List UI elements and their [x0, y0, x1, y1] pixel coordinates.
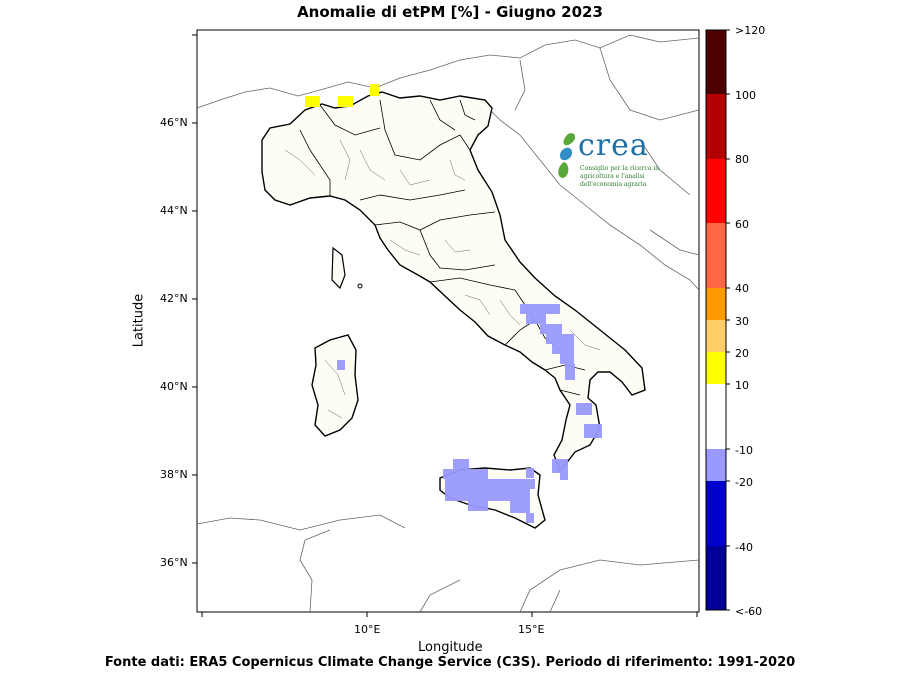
x-tick-label: 10°E	[354, 623, 381, 636]
source-footer: Fonte dati: ERA5 Copernicus Climate Chan…	[104, 655, 796, 670]
colorbar	[705, 29, 730, 611]
colorbar-segment	[706, 30, 726, 94]
y-tick-label: 42°N	[160, 292, 188, 305]
crea-subtitle: Consiglio per la ricerca in agricoltura …	[580, 165, 660, 188]
negative-anomaly-cells	[337, 304, 602, 523]
colorbar-label: 100	[735, 89, 756, 102]
colorbar-label: -10	[735, 444, 753, 457]
y-tick-label: 46°N	[160, 116, 188, 129]
y-tick-label: 44°N	[160, 204, 188, 217]
colorbar-segment	[706, 352, 726, 384]
colorbar-segment	[706, 288, 726, 320]
colorbar-label: <-60	[735, 605, 763, 618]
colorbar-label: 40	[735, 282, 749, 295]
positive-anomaly-cells	[305, 84, 379, 107]
y-axis-label: Latitude	[131, 293, 147, 348]
colorbar-label: 10	[735, 379, 749, 392]
colorbar-segment	[706, 449, 726, 481]
colorbar-label: 80	[735, 153, 749, 166]
colorbar-label: 30	[735, 315, 749, 328]
crea-wordmark: crea	[578, 128, 649, 163]
colorbar-segment	[706, 384, 726, 449]
x-tick-label: 15°E	[518, 623, 545, 636]
y-tick-label: 36°N	[160, 556, 188, 569]
colorbar-label: 20	[735, 347, 749, 360]
x-axis-label: Longitude	[418, 640, 483, 655]
y-tick-label: 40°N	[160, 380, 188, 393]
colorbar-label: -20	[735, 476, 753, 489]
colorbar-segment	[706, 94, 726, 159]
colorbar-label: -40	[735, 541, 753, 554]
colorbar-label: 60	[735, 218, 749, 231]
crea-leaf-icon	[558, 133, 576, 178]
map-title: Anomalie di etPM [%] - Giugno 2023	[297, 3, 603, 21]
colorbar-segment	[706, 223, 726, 288]
crea-logo: crea Consiglio per la ricerca in agricol…	[552, 128, 672, 188]
colorbar-segment	[706, 159, 726, 223]
colorbar-segment	[706, 546, 726, 610]
colorbar-label: >120	[735, 24, 766, 37]
colorbar-segment	[706, 481, 726, 546]
axis-ticks	[192, 34, 698, 617]
colorbar-segment	[706, 320, 726, 352]
neighbour-borders	[196, 34, 700, 613]
y-tick-label: 38°N	[160, 468, 188, 481]
